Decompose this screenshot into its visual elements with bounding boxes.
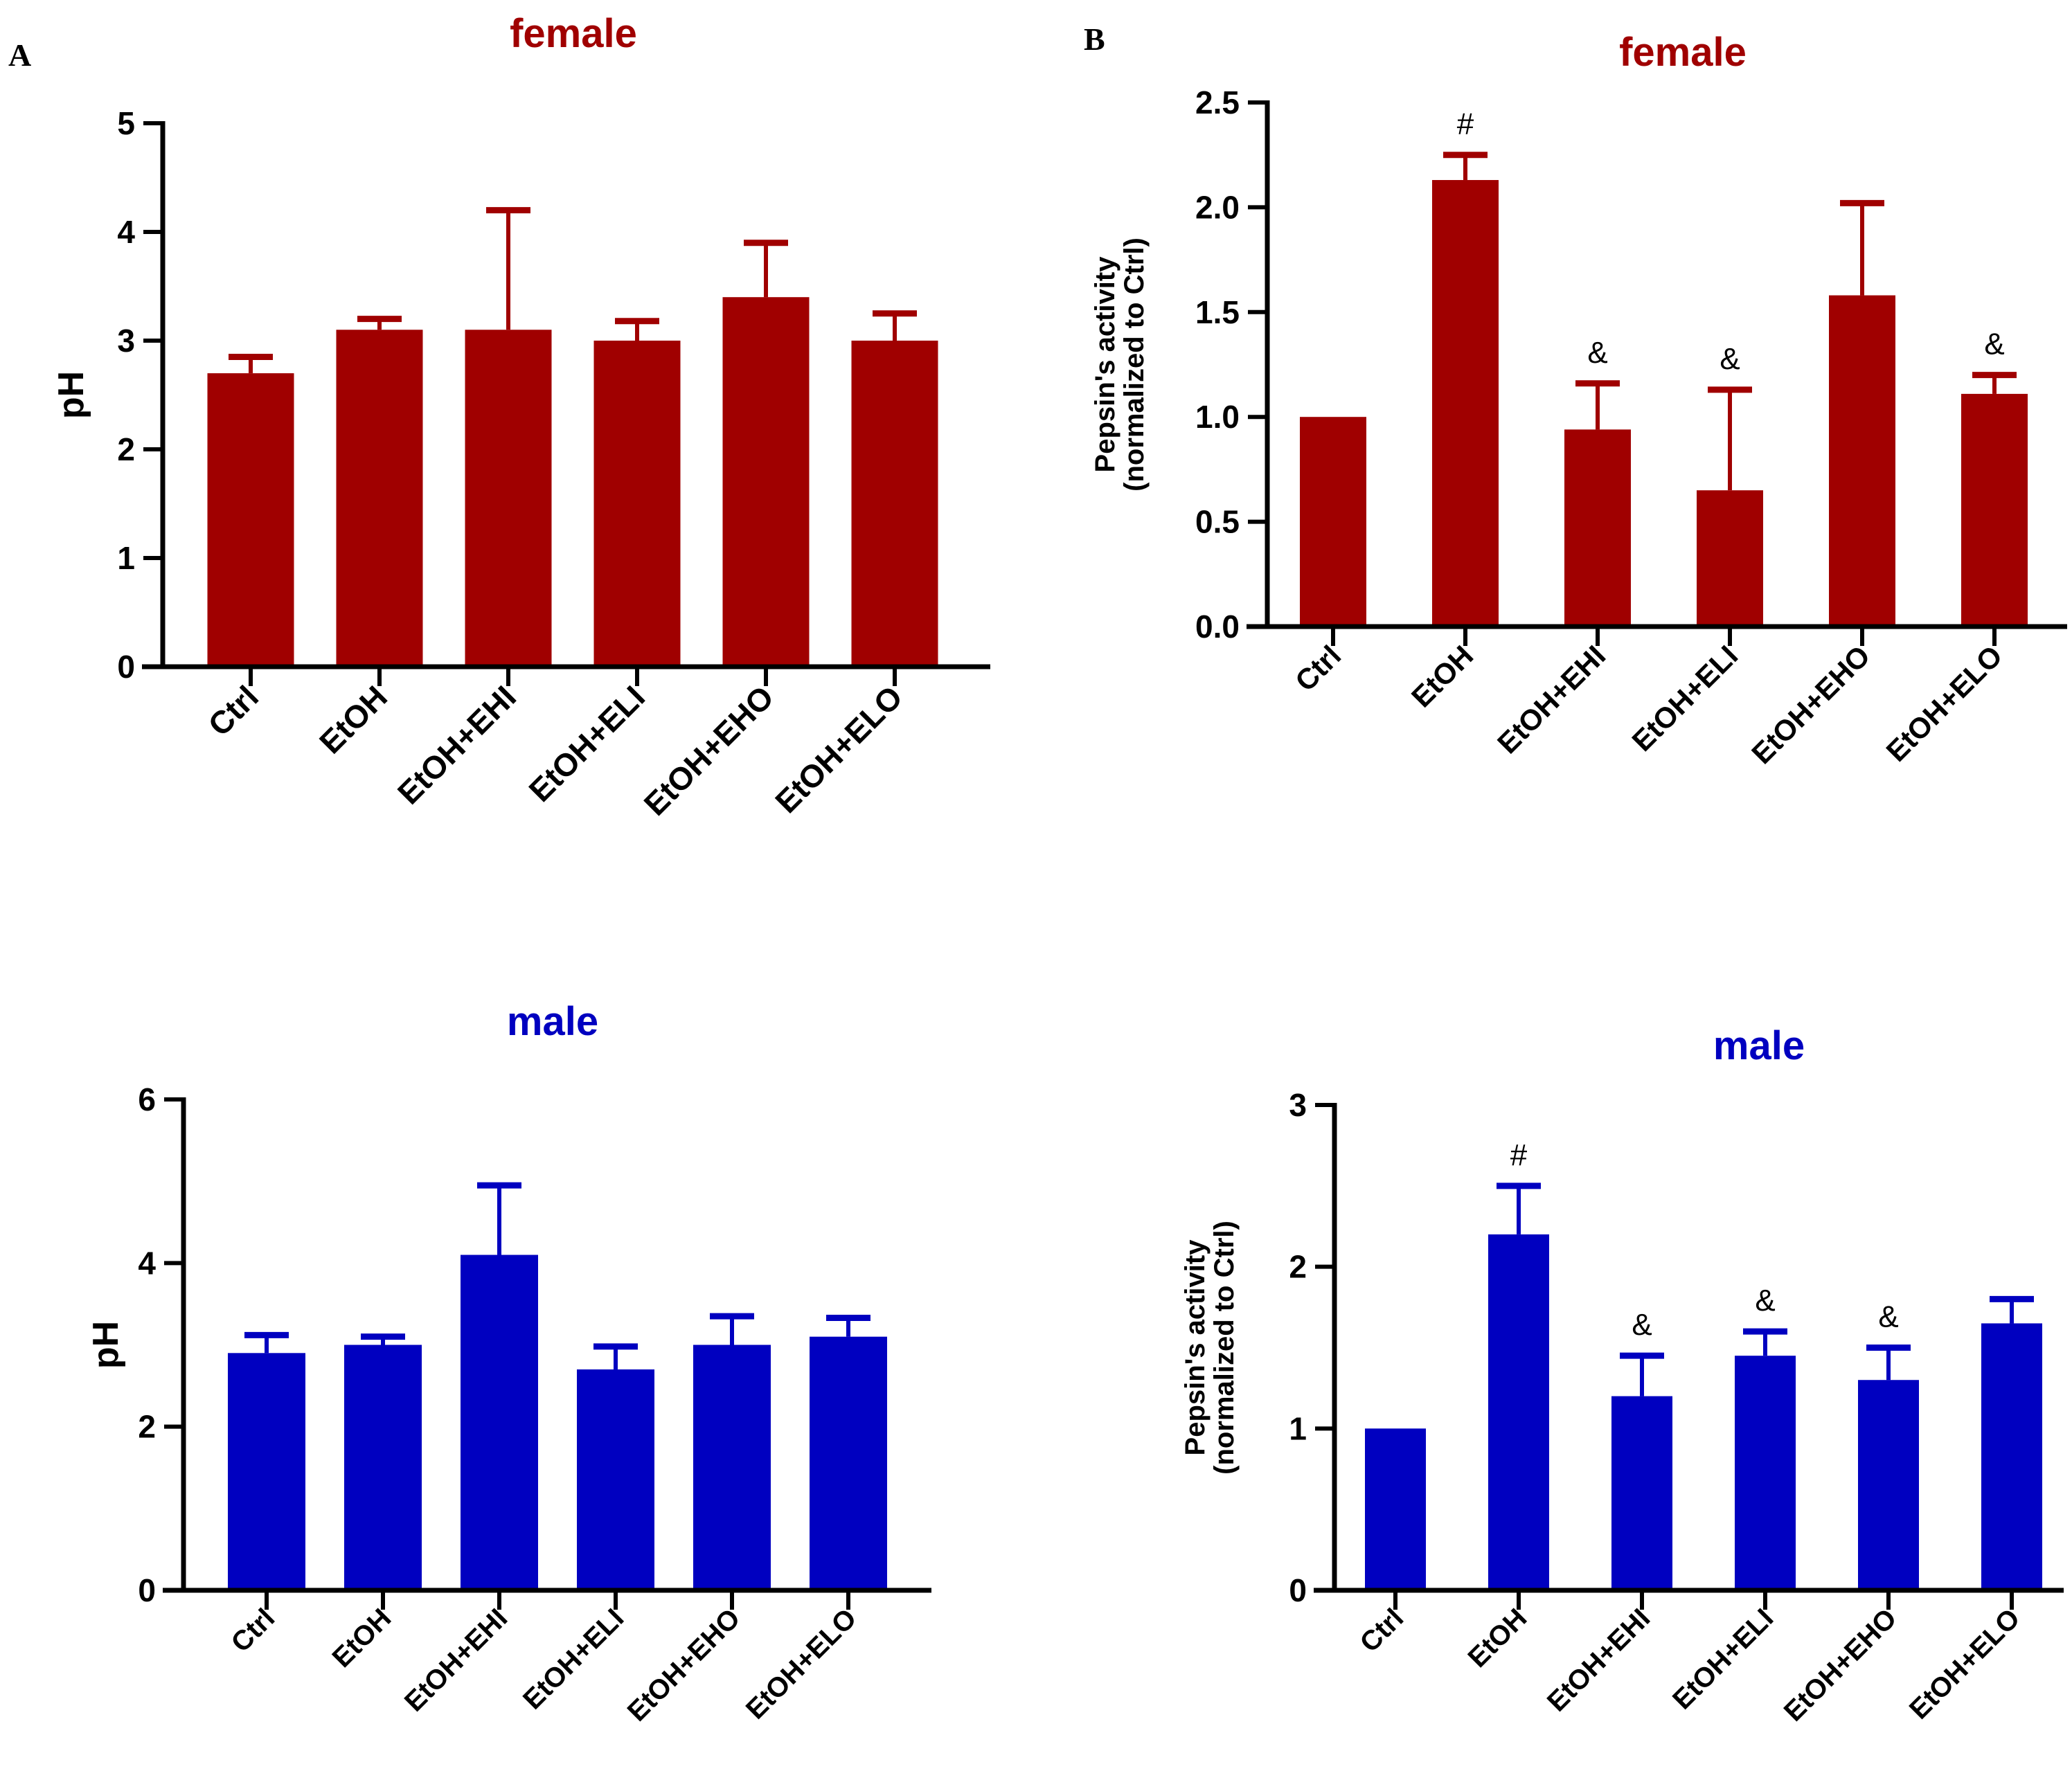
bar-EtOH+EHO: [1858, 1380, 1919, 1590]
x-tick-label: EtOH+EHO: [622, 1603, 747, 1727]
x-tick-label: EtOH+EHI: [399, 1603, 513, 1717]
x-tick-label: EtOH+EHI: [1491, 639, 1611, 759]
x-tick-label: EtOH: [1405, 639, 1479, 713]
y-tick-label: 0: [138, 1572, 156, 1608]
bar-EtOH+EHO: [693, 1345, 771, 1590]
bar-EtOH: [1432, 180, 1499, 627]
bar-EtOH+ELO: [1981, 1323, 2042, 1590]
x-tick-label: EtOH+ELO: [740, 1603, 862, 1725]
y-tick-label: 1: [117, 540, 135, 576]
y-tick-label: 0.5: [1195, 504, 1240, 540]
y-tick-label: 0.0: [1195, 609, 1240, 645]
y-tick-label: 0: [1289, 1572, 1307, 1608]
y-tick-label: 1.5: [1195, 294, 1240, 330]
significance-marker: #: [1457, 107, 1474, 141]
chart-title: male: [507, 999, 598, 1044]
panel-label-a: A: [8, 37, 31, 73]
y-tick-label: 3: [117, 323, 135, 359]
chart-B-female: female Pepsin's activity(normalized to Ct…: [1090, 30, 2067, 770]
bar-Ctrl: [1365, 1428, 1426, 1590]
x-tick-label: EtOH+EHO: [637, 678, 781, 822]
chart-A-male: male pH Ctrl EtOH EtOH+EHI EtOH+ELIEtOH+EHOEt…: [86, 999, 931, 1727]
bar-EtOH+ELI: [593, 341, 681, 667]
x-tick-label: Ctrl: [201, 678, 265, 743]
panel-label-b: B: [1084, 21, 1105, 57]
significance-marker: &: [1632, 1308, 1652, 1342]
x-tick-label: Ctrl: [1289, 639, 1347, 697]
bar-Ctrl: [207, 373, 294, 667]
bar-Ctrl: [1300, 417, 1366, 627]
bar-EtOH+ELI: [1697, 490, 1763, 627]
y-tick-label: 2: [1289, 1249, 1307, 1285]
bar-EtOH+EHI: [1611, 1396, 1672, 1590]
y-tick-label: 2: [138, 1409, 156, 1445]
bar-EtOH: [336, 330, 423, 667]
chart-title: female: [510, 11, 637, 56]
x-tick-label: EtOH: [312, 678, 394, 760]
x-tick-label: EtOH+EHI: [1542, 1603, 1656, 1717]
bar-EtOH+ELO: [851, 341, 938, 667]
y-axis-label: pH: [86, 1321, 126, 1369]
y-tick-label: 0: [117, 649, 135, 685]
y-axis-label: (normalized to Ctrl): [1119, 237, 1150, 492]
significance-marker: &: [1878, 1300, 1898, 1334]
significance-marker: &: [1587, 336, 1607, 370]
y-axis-label: Pepsin's activity: [1090, 256, 1120, 473]
bar-EtOH+EHI: [465, 330, 552, 667]
x-tick-label: EtOH+ELI: [1625, 639, 1744, 757]
x-tick-label: EtOH+EHO: [1778, 1603, 1903, 1727]
y-tick-label: 1.0: [1195, 399, 1240, 435]
x-tick-label: EtOH+EHI: [391, 678, 523, 811]
y-tick-label: 2.5: [1195, 84, 1240, 120]
x-tick-label: EtOH+ELO: [1904, 1603, 2026, 1725]
y-tick-label: 3: [1289, 1087, 1307, 1123]
bar-EtOH+ELI: [577, 1369, 654, 1590]
y-axis-label: (normalized to Ctrl): [1209, 1221, 1240, 1475]
y-tick-label: 1: [1289, 1410, 1307, 1446]
x-tick-label: EtOH+ELI: [517, 1603, 629, 1715]
chart-A-female: female pH Ctrl EtOHEtOH+EHIEtOH+ELIEtOH+EHO…: [51, 11, 990, 822]
bar-EtOH: [1488, 1234, 1549, 1590]
bar-EtOH+ELO: [810, 1336, 887, 1590]
bar-Ctrl: [228, 1353, 305, 1590]
y-axis-label: Pepsin's activity: [1180, 1239, 1211, 1456]
y-tick-label: 5: [117, 105, 135, 141]
y-tick-label: 2.0: [1195, 189, 1240, 225]
x-tick-label: EtOH+ELI: [1667, 1603, 1779, 1715]
y-tick-label: 2: [117, 431, 135, 467]
y-tick-label: 4: [138, 1245, 156, 1281]
y-tick-label: 6: [138, 1081, 156, 1117]
significance-marker: &: [1984, 327, 2004, 361]
bar-EtOH+ELI: [1735, 1356, 1796, 1590]
bar-EtOH+EHO: [722, 297, 810, 667]
x-tick-label: EtOH+EHO: [1745, 639, 1876, 770]
x-tick-label: Ctrl: [1355, 1603, 1410, 1658]
bar-EtOH+EHO: [1829, 295, 1895, 627]
y-axis-label: pH: [51, 371, 91, 419]
bar-EtOH+ELO: [1961, 393, 2028, 627]
chart-title: female: [1619, 30, 1747, 75]
x-tick-label: EtOH+ELI: [521, 678, 652, 809]
bar-EtOH+EHI: [461, 1255, 538, 1590]
chart-title: male: [1713, 1023, 1805, 1068]
chart-B-male: male Pepsin's activity(normalized to Ctrl…: [1180, 1023, 2064, 1727]
x-tick-label: EtOH+ELO: [768, 678, 909, 820]
significance-marker: &: [1755, 1284, 1775, 1318]
bar-EtOH+EHI: [1564, 429, 1631, 627]
x-tick-label: Ctrl: [226, 1603, 281, 1658]
bar-EtOH: [344, 1345, 422, 1590]
x-tick-label: EtOH: [327, 1603, 398, 1673]
y-tick-label: 4: [117, 214, 135, 250]
significance-marker: &: [1720, 342, 1740, 376]
significance-marker: #: [1510, 1138, 1528, 1172]
x-tick-label: EtOH+ELO: [1879, 639, 2008, 768]
x-tick-label: EtOH: [1463, 1603, 1533, 1673]
